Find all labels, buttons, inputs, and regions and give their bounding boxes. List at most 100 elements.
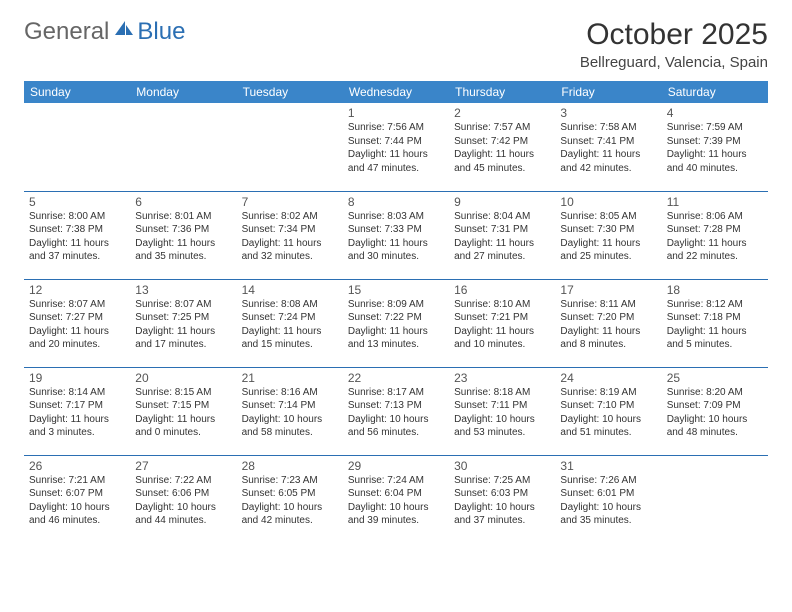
day-data: Sunrise: 8:12 AMSunset: 7:18 PMDaylight:… xyxy=(667,298,763,352)
calendar-week-row: 12Sunrise: 8:07 AMSunset: 7:27 PMDayligh… xyxy=(24,279,768,367)
day-data: Sunrise: 8:07 AMSunset: 7:25 PMDaylight:… xyxy=(135,298,231,352)
day-number: 22 xyxy=(348,371,444,385)
day-number: 16 xyxy=(454,283,550,297)
day-number: 17 xyxy=(560,283,656,297)
calendar-cell: 2Sunrise: 7:57 AMSunset: 7:42 PMDaylight… xyxy=(449,103,555,191)
day-header: Monday xyxy=(130,81,236,103)
calendar-cell: 14Sunrise: 8:08 AMSunset: 7:24 PMDayligh… xyxy=(237,279,343,367)
day-number: 10 xyxy=(560,195,656,209)
day-data: Sunrise: 8:20 AMSunset: 7:09 PMDaylight:… xyxy=(667,386,763,440)
day-number: 30 xyxy=(454,459,550,473)
calendar-cell: 11Sunrise: 8:06 AMSunset: 7:28 PMDayligh… xyxy=(662,191,768,279)
day-number: 6 xyxy=(135,195,231,209)
calendar-week-row: 1Sunrise: 7:56 AMSunset: 7:44 PMDaylight… xyxy=(24,103,768,191)
calendar-cell: 23Sunrise: 8:18 AMSunset: 7:11 PMDayligh… xyxy=(449,367,555,455)
calendar-cell: 20Sunrise: 8:15 AMSunset: 7:15 PMDayligh… xyxy=(130,367,236,455)
title-block: October 2025 Bellreguard, Valencia, Spai… xyxy=(580,18,768,71)
day-header: Tuesday xyxy=(237,81,343,103)
day-data: Sunrise: 8:11 AMSunset: 7:20 PMDaylight:… xyxy=(560,298,656,352)
brand-text-2: Blue xyxy=(137,18,185,46)
day-number: 7 xyxy=(242,195,338,209)
calendar-cell: 27Sunrise: 7:22 AMSunset: 6:06 PMDayligh… xyxy=(130,455,236,543)
day-data: Sunrise: 8:01 AMSunset: 7:36 PMDaylight:… xyxy=(135,210,231,264)
day-data: Sunrise: 7:59 AMSunset: 7:39 PMDaylight:… xyxy=(667,121,763,175)
day-number: 9 xyxy=(454,195,550,209)
day-number: 26 xyxy=(29,459,125,473)
day-header: Thursday xyxy=(449,81,555,103)
day-data: Sunrise: 7:25 AMSunset: 6:03 PMDaylight:… xyxy=(454,474,550,528)
day-data: Sunrise: 8:19 AMSunset: 7:10 PMDaylight:… xyxy=(560,386,656,440)
calendar-cell: 24Sunrise: 8:19 AMSunset: 7:10 PMDayligh… xyxy=(555,367,661,455)
day-data: Sunrise: 7:56 AMSunset: 7:44 PMDaylight:… xyxy=(348,121,444,175)
day-number: 11 xyxy=(667,195,763,209)
day-header: Sunday xyxy=(24,81,130,103)
day-number: 23 xyxy=(454,371,550,385)
day-header: Friday xyxy=(555,81,661,103)
calendar-cell-empty xyxy=(662,455,768,543)
calendar-table: SundayMondayTuesdayWednesdayThursdayFrid… xyxy=(24,81,768,543)
calendar-cell: 30Sunrise: 7:25 AMSunset: 6:03 PMDayligh… xyxy=(449,455,555,543)
page-header: General Blue October 2025 Bellreguard, V… xyxy=(24,18,768,71)
brand-sail-icon xyxy=(113,19,135,39)
day-number: 8 xyxy=(348,195,444,209)
day-data: Sunrise: 8:03 AMSunset: 7:33 PMDaylight:… xyxy=(348,210,444,264)
day-data: Sunrise: 8:06 AMSunset: 7:28 PMDaylight:… xyxy=(667,210,763,264)
calendar-cell-empty xyxy=(130,103,236,191)
day-number: 27 xyxy=(135,459,231,473)
calendar-cell-empty xyxy=(237,103,343,191)
day-data: Sunrise: 7:26 AMSunset: 6:01 PMDaylight:… xyxy=(560,474,656,528)
calendar-week-row: 26Sunrise: 7:21 AMSunset: 6:07 PMDayligh… xyxy=(24,455,768,543)
calendar-cell: 8Sunrise: 8:03 AMSunset: 7:33 PMDaylight… xyxy=(343,191,449,279)
day-number: 1 xyxy=(348,106,444,120)
calendar-cell: 26Sunrise: 7:21 AMSunset: 6:07 PMDayligh… xyxy=(24,455,130,543)
day-number: 21 xyxy=(242,371,338,385)
calendar-cell: 19Sunrise: 8:14 AMSunset: 7:17 PMDayligh… xyxy=(24,367,130,455)
calendar-cell: 3Sunrise: 7:58 AMSunset: 7:41 PMDaylight… xyxy=(555,103,661,191)
day-number: 31 xyxy=(560,459,656,473)
calendar-cell: 22Sunrise: 8:17 AMSunset: 7:13 PMDayligh… xyxy=(343,367,449,455)
day-header: Saturday xyxy=(662,81,768,103)
calendar-cell: 29Sunrise: 7:24 AMSunset: 6:04 PMDayligh… xyxy=(343,455,449,543)
day-data: Sunrise: 8:07 AMSunset: 7:27 PMDaylight:… xyxy=(29,298,125,352)
day-number: 24 xyxy=(560,371,656,385)
calendar-cell: 16Sunrise: 8:10 AMSunset: 7:21 PMDayligh… xyxy=(449,279,555,367)
day-number: 19 xyxy=(29,371,125,385)
calendar-cell: 13Sunrise: 8:07 AMSunset: 7:25 PMDayligh… xyxy=(130,279,236,367)
day-data: Sunrise: 7:58 AMSunset: 7:41 PMDaylight:… xyxy=(560,121,656,175)
calendar-cell: 6Sunrise: 8:01 AMSunset: 7:36 PMDaylight… xyxy=(130,191,236,279)
calendar-cell: 7Sunrise: 8:02 AMSunset: 7:34 PMDaylight… xyxy=(237,191,343,279)
calendar-cell: 12Sunrise: 8:07 AMSunset: 7:27 PMDayligh… xyxy=(24,279,130,367)
day-number: 3 xyxy=(560,106,656,120)
calendar-cell: 18Sunrise: 8:12 AMSunset: 7:18 PMDayligh… xyxy=(662,279,768,367)
day-number: 28 xyxy=(242,459,338,473)
day-number: 12 xyxy=(29,283,125,297)
calendar-body: 1Sunrise: 7:56 AMSunset: 7:44 PMDaylight… xyxy=(24,103,768,543)
day-number: 5 xyxy=(29,195,125,209)
calendar-week-row: 19Sunrise: 8:14 AMSunset: 7:17 PMDayligh… xyxy=(24,367,768,455)
day-data: Sunrise: 8:02 AMSunset: 7:34 PMDaylight:… xyxy=(242,210,338,264)
day-number: 15 xyxy=(348,283,444,297)
calendar-cell: 17Sunrise: 8:11 AMSunset: 7:20 PMDayligh… xyxy=(555,279,661,367)
day-data: Sunrise: 8:10 AMSunset: 7:21 PMDaylight:… xyxy=(454,298,550,352)
day-data: Sunrise: 8:05 AMSunset: 7:30 PMDaylight:… xyxy=(560,210,656,264)
calendar-cell: 28Sunrise: 7:23 AMSunset: 6:05 PMDayligh… xyxy=(237,455,343,543)
day-number: 29 xyxy=(348,459,444,473)
calendar-cell: 21Sunrise: 8:16 AMSunset: 7:14 PMDayligh… xyxy=(237,367,343,455)
calendar-week-row: 5Sunrise: 8:00 AMSunset: 7:38 PMDaylight… xyxy=(24,191,768,279)
day-data: Sunrise: 7:57 AMSunset: 7:42 PMDaylight:… xyxy=(454,121,550,175)
day-number: 18 xyxy=(667,283,763,297)
day-number: 20 xyxy=(135,371,231,385)
location-text: Bellreguard, Valencia, Spain xyxy=(580,54,768,71)
day-data: Sunrise: 7:24 AMSunset: 6:04 PMDaylight:… xyxy=(348,474,444,528)
day-data: Sunrise: 8:00 AMSunset: 7:38 PMDaylight:… xyxy=(29,210,125,264)
day-number: 14 xyxy=(242,283,338,297)
day-number: 13 xyxy=(135,283,231,297)
calendar-cell: 31Sunrise: 7:26 AMSunset: 6:01 PMDayligh… xyxy=(555,455,661,543)
calendar-cell: 5Sunrise: 8:00 AMSunset: 7:38 PMDaylight… xyxy=(24,191,130,279)
day-data: Sunrise: 8:16 AMSunset: 7:14 PMDaylight:… xyxy=(242,386,338,440)
day-data: Sunrise: 7:22 AMSunset: 6:06 PMDaylight:… xyxy=(135,474,231,528)
day-data: Sunrise: 8:18 AMSunset: 7:11 PMDaylight:… xyxy=(454,386,550,440)
calendar-cell: 25Sunrise: 8:20 AMSunset: 7:09 PMDayligh… xyxy=(662,367,768,455)
calendar-cell: 10Sunrise: 8:05 AMSunset: 7:30 PMDayligh… xyxy=(555,191,661,279)
day-data: Sunrise: 7:21 AMSunset: 6:07 PMDaylight:… xyxy=(29,474,125,528)
